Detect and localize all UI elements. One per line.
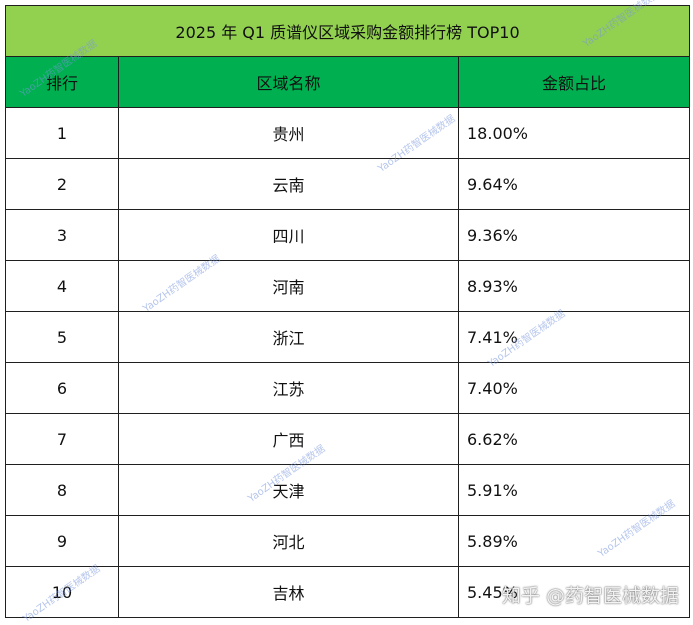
ranking-table: 2025 年 Q1 质谱仪区域采购金额排行榜 TOP10 排行 区域名称 金额占… bbox=[4, 5, 691, 618]
table-row: 2 云南 9.64% bbox=[5, 158, 691, 210]
region-cell: 吉林 bbox=[118, 566, 459, 618]
table-body: 1 贵州 18.00% 2 云南 9.64% 3 四川 9.36% 4 河南 8.93% 5 浙江 7.41… bbox=[5, 107, 691, 618]
table-row: 7 广西 6.62% bbox=[5, 413, 691, 465]
header-row: 排行 区域名称 金额占比 bbox=[5, 56, 691, 108]
table-row: 5 浙江 7.41% bbox=[5, 311, 691, 363]
rank-cell: 2 bbox=[5, 158, 119, 210]
table-row: 6 江苏 7.40% bbox=[5, 362, 691, 414]
header-share: 金额占比 bbox=[457, 56, 691, 108]
header-rank: 排行 bbox=[5, 56, 119, 108]
header-region: 区域名称 bbox=[118, 56, 459, 108]
share-cell: 5.45% bbox=[457, 566, 691, 618]
share-cell: 5.91% bbox=[457, 464, 691, 516]
share-cell: 7.41% bbox=[457, 311, 691, 363]
table-row: 3 四川 9.36% bbox=[5, 209, 691, 261]
share-cell: 8.93% bbox=[457, 260, 691, 312]
table-row: 8 天津 5.91% bbox=[5, 464, 691, 516]
share-cell: 9.64% bbox=[457, 158, 691, 210]
rank-cell: 9 bbox=[5, 515, 119, 567]
table-row: 10 吉林 5.45% bbox=[5, 566, 691, 618]
share-cell: 18.00% bbox=[457, 107, 691, 159]
rank-cell: 8 bbox=[5, 464, 119, 516]
share-cell: 7.40% bbox=[457, 362, 691, 414]
region-cell: 贵州 bbox=[118, 107, 459, 159]
rank-cell: 10 bbox=[5, 566, 119, 618]
rank-cell: 3 bbox=[5, 209, 119, 261]
zhihu-watermark: 知乎 @药智医械数据 bbox=[501, 585, 679, 607]
region-cell: 天津 bbox=[118, 464, 459, 516]
share-cell: 6.62% bbox=[457, 413, 691, 465]
region-cell: 浙江 bbox=[118, 311, 459, 363]
share-cell: 5.89% bbox=[457, 515, 691, 567]
region-cell: 河南 bbox=[118, 260, 459, 312]
table-row: 1 贵州 18.00% bbox=[5, 107, 691, 159]
share-cell: 9.36% bbox=[457, 209, 691, 261]
rank-cell: 5 bbox=[5, 311, 119, 363]
table-row: 9 河北 5.89% bbox=[5, 515, 691, 567]
table-title: 2025 年 Q1 质谱仪区域采购金额排行榜 TOP10 bbox=[4, 5, 691, 57]
rank-cell: 4 bbox=[5, 260, 119, 312]
region-cell: 云南 bbox=[118, 158, 459, 210]
region-cell: 河北 bbox=[118, 515, 459, 567]
rank-cell: 6 bbox=[5, 362, 119, 414]
title-row: 2025 年 Q1 质谱仪区域采购金额排行榜 TOP10 bbox=[4, 5, 691, 57]
table-row: 4 河南 8.93% bbox=[5, 260, 691, 312]
region-cell: 广西 bbox=[118, 413, 459, 465]
rank-cell: 7 bbox=[5, 413, 119, 465]
region-cell: 江苏 bbox=[118, 362, 459, 414]
rank-cell: 1 bbox=[5, 107, 119, 159]
region-cell: 四川 bbox=[118, 209, 459, 261]
